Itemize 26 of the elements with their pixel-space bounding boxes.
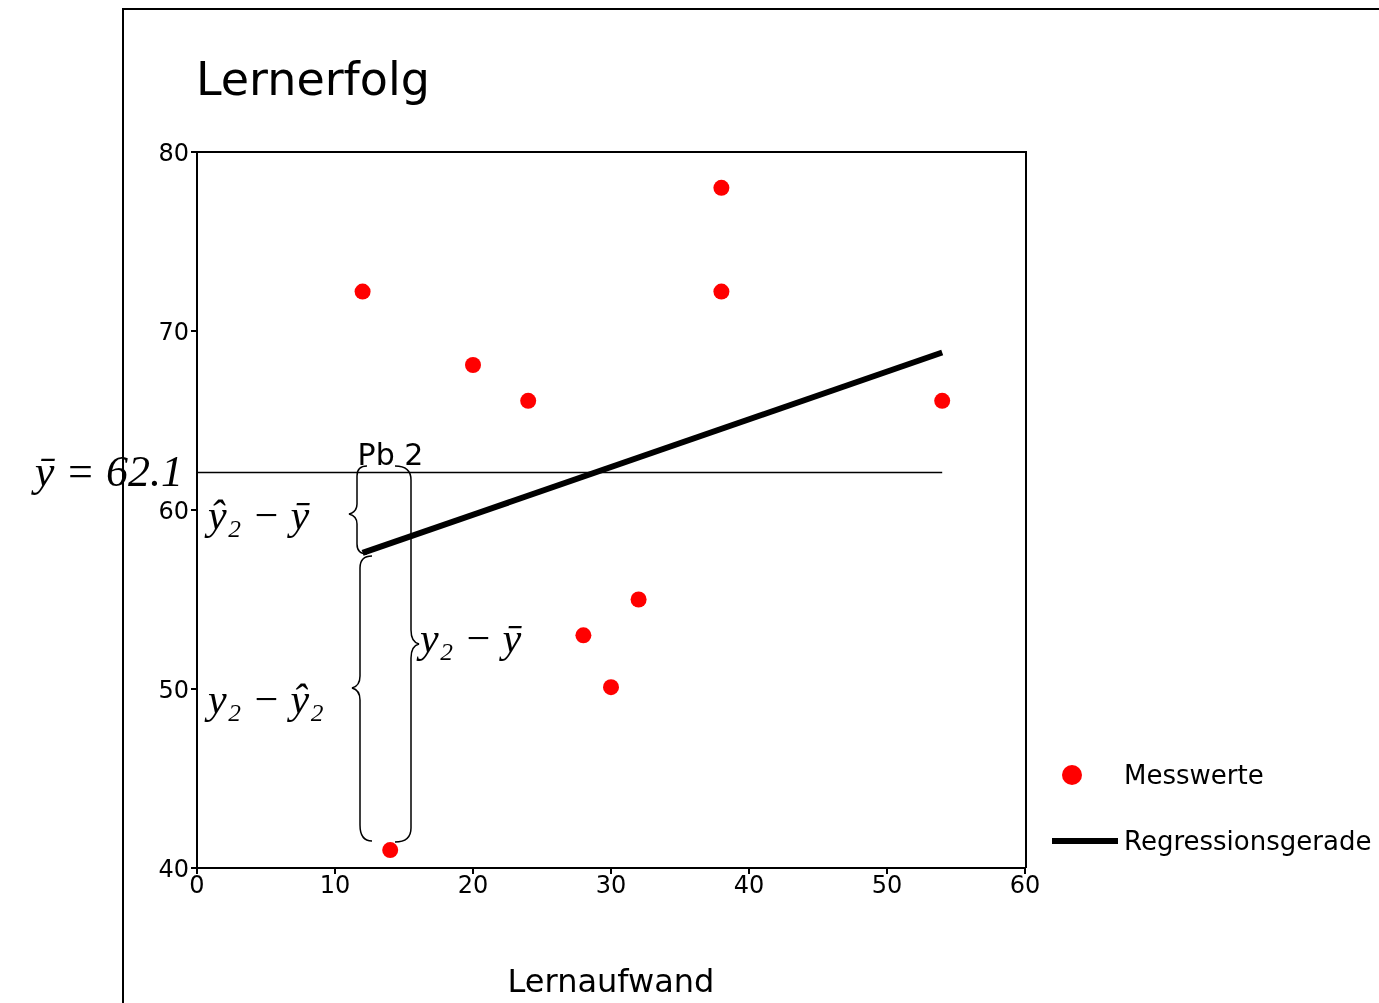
x-tick-label: 60	[1009, 871, 1041, 900]
x-axis-title: Lernaufwand	[506, 962, 716, 1000]
point	[354, 283, 371, 300]
point	[713, 283, 730, 300]
x-tick-label: 20	[457, 871, 489, 900]
chart-title: Lernerfolg	[196, 52, 430, 106]
point	[603, 679, 619, 696]
point	[575, 627, 592, 644]
y-tick-label: 80	[158, 138, 189, 167]
x-tick-label: 30	[595, 871, 627, 900]
point	[465, 357, 481, 374]
point	[713, 179, 730, 196]
point	[520, 392, 537, 409]
x-tick-label: 50	[871, 871, 903, 900]
y-tick-label: 60	[158, 496, 189, 525]
point	[382, 842, 399, 859]
legend-label: Regressionsgerade	[1124, 826, 1372, 856]
y-tick-label: 70	[158, 317, 189, 346]
y-tick-label: 50	[158, 675, 189, 704]
x-tick-label: 10	[319, 871, 351, 900]
x-tick-label: 40	[733, 871, 765, 900]
point	[630, 591, 647, 608]
legend-label: Messwerte	[1124, 760, 1264, 790]
point	[934, 392, 951, 409]
annotation: Pb 2	[357, 437, 424, 473]
x-tick-label: 0	[189, 871, 205, 900]
